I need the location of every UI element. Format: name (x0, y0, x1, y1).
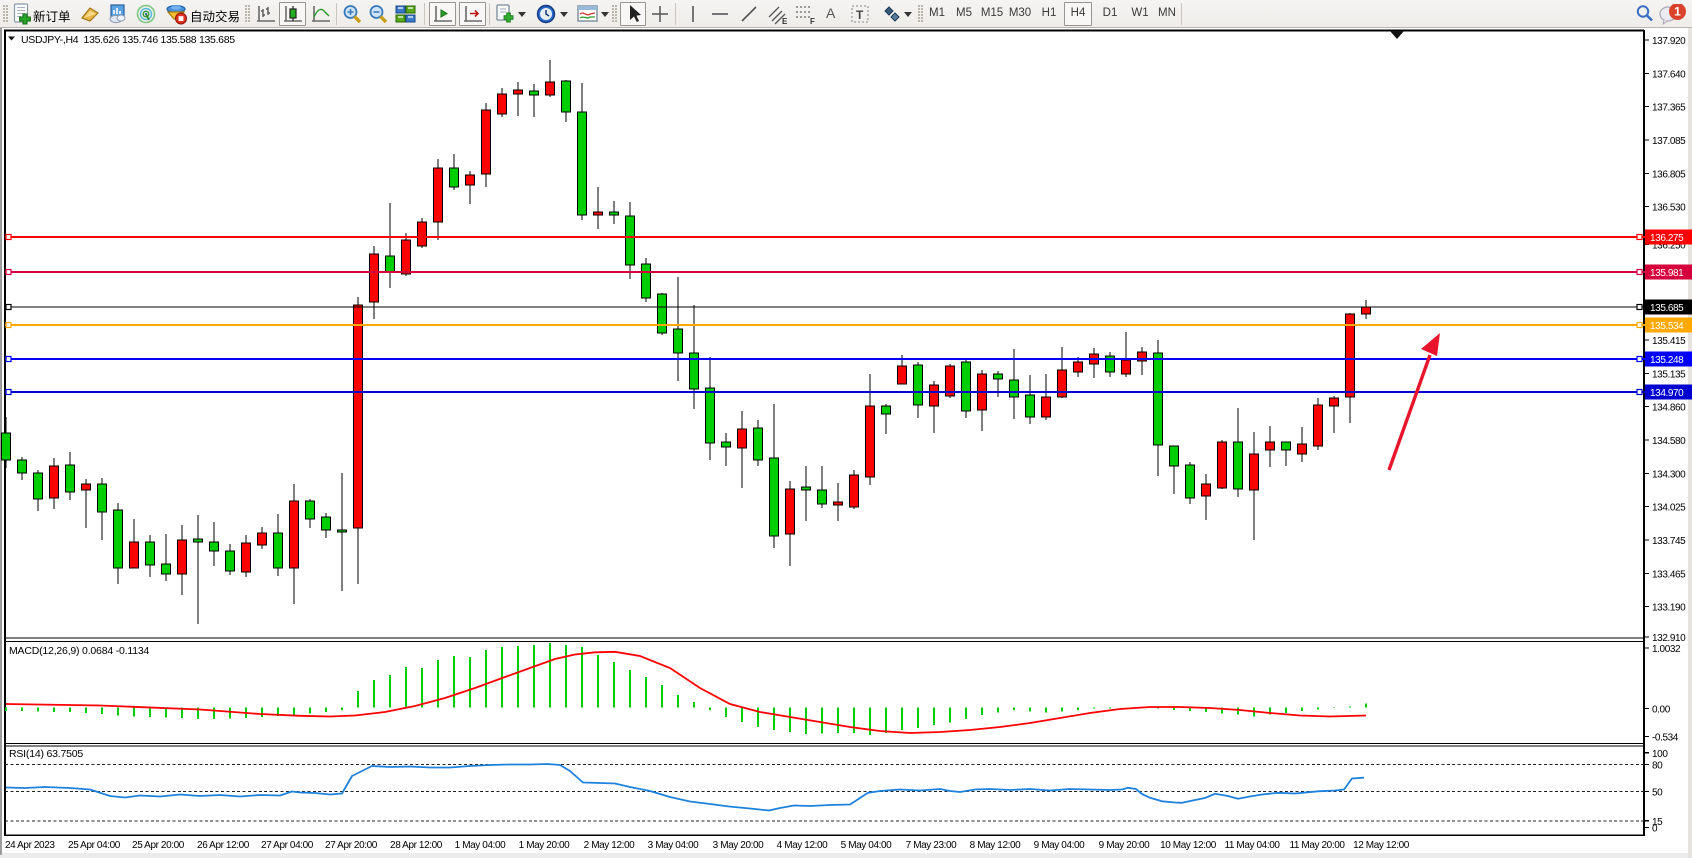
svg-text:2 May 12:00: 2 May 12:00 (584, 840, 635, 851)
svg-text:133.745: 133.745 (1652, 536, 1686, 547)
svg-text:1 May 04:00: 1 May 04:00 (455, 840, 506, 851)
svg-text:15: 15 (1652, 817, 1663, 828)
svg-text:135.135: 135.135 (1652, 370, 1686, 381)
svg-text:137.640: 137.640 (1652, 70, 1686, 81)
svg-text:27 Apr 20:00: 27 Apr 20:00 (325, 840, 378, 851)
svg-text:8 May 12:00: 8 May 12:00 (970, 840, 1021, 851)
svg-text:134.580: 134.580 (1652, 436, 1686, 447)
svg-text:1: 1 (1674, 5, 1681, 19)
svg-text:10 May 12:00: 10 May 12:00 (1160, 840, 1217, 851)
svg-text:25 Apr 04:00: 25 Apr 04:00 (68, 840, 121, 851)
svg-text:135.981: 135.981 (1650, 268, 1684, 279)
svg-text:25 Apr 20:00: 25 Apr 20:00 (132, 840, 185, 851)
svg-text:135.248: 135.248 (1650, 355, 1684, 366)
svg-text:134.025: 134.025 (1652, 503, 1686, 514)
svg-text:136.805: 136.805 (1652, 170, 1686, 181)
svg-text:USDJPY-,H4 135.626 135.746 13: USDJPY-,H4 135.626 135.746 135.588 135.6… (21, 34, 235, 46)
svg-text:137.085: 137.085 (1652, 136, 1686, 147)
svg-text:5 May 04:00: 5 May 04:00 (841, 840, 892, 851)
svg-text:0.00: 0.00 (1652, 705, 1671, 716)
svg-text:134.970: 134.970 (1650, 388, 1684, 399)
svg-text:MACD(12,26,9) 0.0684 -0.1134: MACD(12,26,9) 0.0684 -0.1134 (9, 645, 149, 657)
svg-text:12 May 12:00: 12 May 12:00 (1353, 840, 1410, 851)
svg-text:3 May 04:00: 3 May 04:00 (648, 840, 699, 851)
svg-text:137.920: 137.920 (1652, 36, 1686, 47)
svg-text:134.300: 134.300 (1652, 470, 1686, 481)
svg-text:135.534: 135.534 (1650, 321, 1684, 332)
svg-text:9 May 20:00: 9 May 20:00 (1099, 840, 1150, 851)
svg-text:RSI(14) 63.7505: RSI(14) 63.7505 (9, 748, 83, 760)
svg-text:4 May 12:00: 4 May 12:00 (777, 840, 828, 851)
svg-text:135.685: 135.685 (1650, 303, 1684, 314)
svg-text:136.530: 136.530 (1652, 203, 1686, 214)
svg-text:E: E (782, 17, 788, 26)
svg-text:24 Apr 2023: 24 Apr 2023 (5, 840, 55, 851)
svg-text:132.910: 132.910 (1652, 633, 1686, 644)
svg-text:134.860: 134.860 (1652, 403, 1686, 414)
svg-text:0: 0 (1652, 824, 1658, 835)
svg-text:133.190: 133.190 (1652, 603, 1686, 614)
svg-text:26 Apr 12:00: 26 Apr 12:00 (197, 840, 250, 851)
svg-text:80: 80 (1652, 761, 1663, 772)
svg-text:136.250: 136.250 (1652, 241, 1686, 252)
svg-text:-0.534: -0.534 (1652, 733, 1679, 744)
svg-text:7 May 23:00: 7 May 23:00 (906, 840, 957, 851)
svg-text:100: 100 (1652, 749, 1668, 760)
svg-text:28 Apr 12:00: 28 Apr 12:00 (390, 840, 443, 851)
svg-text:50: 50 (1652, 787, 1663, 798)
svg-text:133.465: 133.465 (1652, 570, 1686, 581)
svg-text:11 May 04:00: 11 May 04:00 (1224, 840, 1280, 851)
svg-text:27 Apr 04:00: 27 Apr 04:00 (261, 840, 314, 851)
svg-text:3 May 20:00: 3 May 20:00 (713, 840, 764, 851)
svg-text:135.415: 135.415 (1652, 336, 1686, 347)
svg-text:T: T (856, 8, 864, 22)
svg-text:1 May 20:00: 1 May 20:00 (519, 840, 570, 851)
svg-text:9 May 04:00: 9 May 04:00 (1034, 840, 1085, 851)
svg-text:136.275: 136.275 (1650, 233, 1684, 244)
svg-text:137.365: 137.365 (1652, 103, 1686, 114)
svg-text:1.0032: 1.0032 (1652, 644, 1681, 655)
svg-text:F: F (810, 17, 815, 26)
svg-text:11 May 20:00: 11 May 20:00 (1289, 840, 1345, 851)
